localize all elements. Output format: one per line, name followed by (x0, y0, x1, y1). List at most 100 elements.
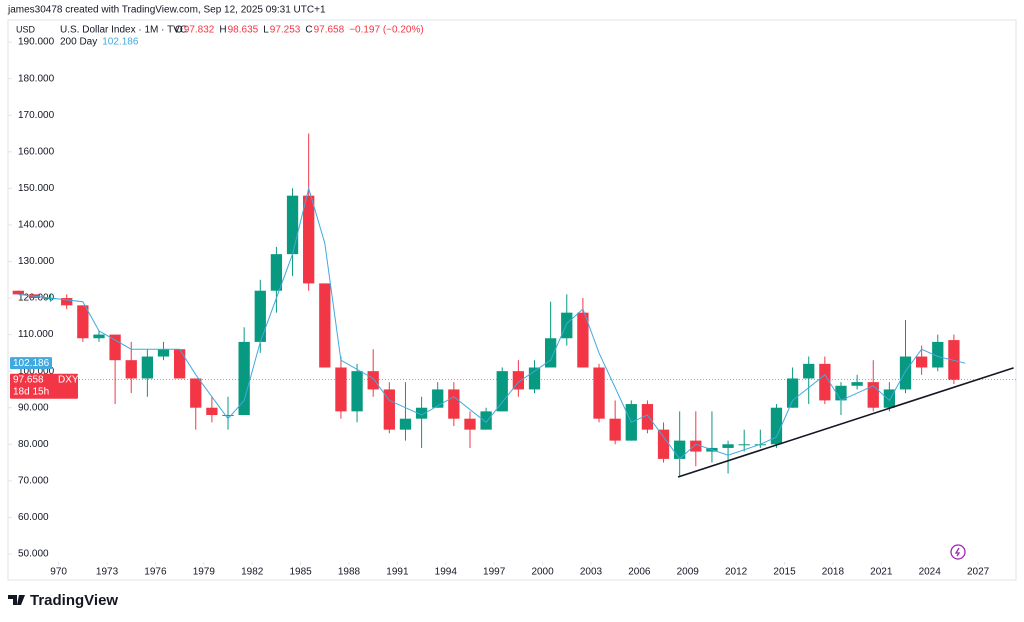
x-tick-label: 970 (50, 567, 67, 578)
candle-body (399, 418, 412, 430)
x-tick-label: 2012 (725, 567, 748, 578)
candle-body (335, 367, 347, 412)
candle-body (786, 378, 799, 408)
ma-price-tag (10, 357, 52, 370)
candle-body (286, 195, 299, 255)
x-tick-label: 2003 (580, 567, 603, 578)
x-tick-label: 1976 (144, 567, 167, 578)
candle-body (480, 411, 492, 430)
candle-body (609, 418, 621, 441)
x-tick-label: 2027 (967, 567, 990, 578)
y-tick-label: 70.000 (18, 475, 49, 486)
chart-frame (7, 19, 1017, 581)
x-tick-label: 2018 (822, 567, 845, 578)
candle-body (464, 418, 476, 430)
candle-body (367, 371, 379, 390)
candle-body (496, 371, 508, 412)
y-tick-label: 140.000 (18, 220, 55, 231)
candle-body (867, 382, 879, 408)
y-tick-label: 160.000 (18, 146, 55, 157)
candle-body (593, 367, 605, 419)
x-tick-label: 2000 (531, 567, 554, 578)
candle-body (883, 389, 896, 408)
last-price-ticker: DXY (58, 374, 79, 385)
candle-body (803, 363, 815, 379)
candle-body (125, 360, 137, 379)
candle-body (61, 298, 73, 306)
x-tick-label: 1979 (193, 567, 216, 578)
candle-body (222, 415, 234, 417)
candle-body (544, 338, 557, 368)
icon-circle (950, 544, 966, 560)
x-tick-label: 1982 (241, 567, 264, 578)
credit: james30478 created with TradingView.com,… (7, 5, 326, 16)
y-tick-label: 150.000 (18, 183, 55, 194)
candle-body (690, 440, 702, 452)
candle-body (109, 334, 121, 361)
candle-body (512, 371, 525, 390)
icon-bolt (954, 547, 961, 557)
x-tick-label: 1991 (386, 567, 409, 578)
symbol: U.S. Dollar Index · 1M · TVC (60, 25, 187, 36)
ohlc-value: 98.635 (228, 25, 259, 36)
currency: USD (16, 24, 36, 34)
candle-body (657, 429, 670, 459)
ohlc-key: C (305, 25, 312, 36)
y-tick-label: 180.000 (18, 73, 55, 84)
candle-body (93, 334, 105, 339)
candle-body (77, 305, 89, 339)
candle-body (641, 404, 654, 430)
candle-body (448, 389, 460, 419)
candle-body (577, 312, 589, 368)
ohlc-value: 97.253 (270, 25, 301, 36)
candle-body (303, 195, 315, 284)
y-tick-label: 100.000 (18, 366, 55, 377)
countdown: 18d 15h (13, 386, 49, 397)
brand: TradingView (30, 592, 118, 609)
candle-body (254, 290, 266, 342)
x-tick-label: 2021 (870, 567, 893, 578)
y-tick-label: 170.000 (18, 110, 55, 121)
x-tick-label: 2015 (773, 567, 796, 578)
x-tick-label: 2009 (677, 567, 700, 578)
logo-mark (8, 595, 25, 605)
candle-body (383, 389, 395, 430)
x-tick-label: 1997 (483, 567, 506, 578)
candle-body (270, 254, 283, 291)
candle-body (738, 444, 750, 446)
candle-body (206, 407, 218, 416)
y-tick-label: 90.000 (18, 402, 49, 413)
y-tick-label: 50.000 (18, 549, 49, 560)
y-tick-label: 110.000 (18, 329, 54, 340)
change: −0.197 (−0.20%) (349, 25, 424, 36)
ma-line (18, 186, 966, 460)
candle-body (12, 290, 24, 295)
candle-body (432, 389, 444, 408)
x-tick-label: 1994 (435, 567, 458, 578)
ohlc-value: 97.658 (314, 25, 345, 36)
x-tick-label: 1973 (96, 567, 119, 578)
ohlc-key: L (263, 25, 269, 36)
x-tick-label: 1988 (338, 567, 361, 578)
ohlc-key: H (219, 25, 226, 36)
candle-body (819, 363, 831, 401)
x-tick-label: 2024 (919, 567, 942, 578)
candle-body (948, 340, 960, 380)
candle-body (157, 349, 170, 357)
candle-body (528, 367, 541, 390)
ma-legend: 200 Day (60, 37, 97, 48)
candle-body (722, 444, 734, 448)
ma-legend-value: 102.186 (102, 37, 139, 48)
last-price-tag (10, 373, 78, 399)
candle-body (173, 349, 186, 379)
ma-price-tag-label: 102.186 (13, 358, 50, 369)
candle-body (674, 440, 686, 459)
candle-body (351, 371, 363, 412)
lightning-icon (950, 544, 966, 560)
x-tick-label: 2006 (628, 567, 651, 578)
ohlc-key: O (175, 25, 183, 36)
candle-body (851, 382, 863, 386)
ohlc-value: 97.832 (184, 25, 215, 36)
y-tick-label: 120.000 (18, 293, 55, 304)
